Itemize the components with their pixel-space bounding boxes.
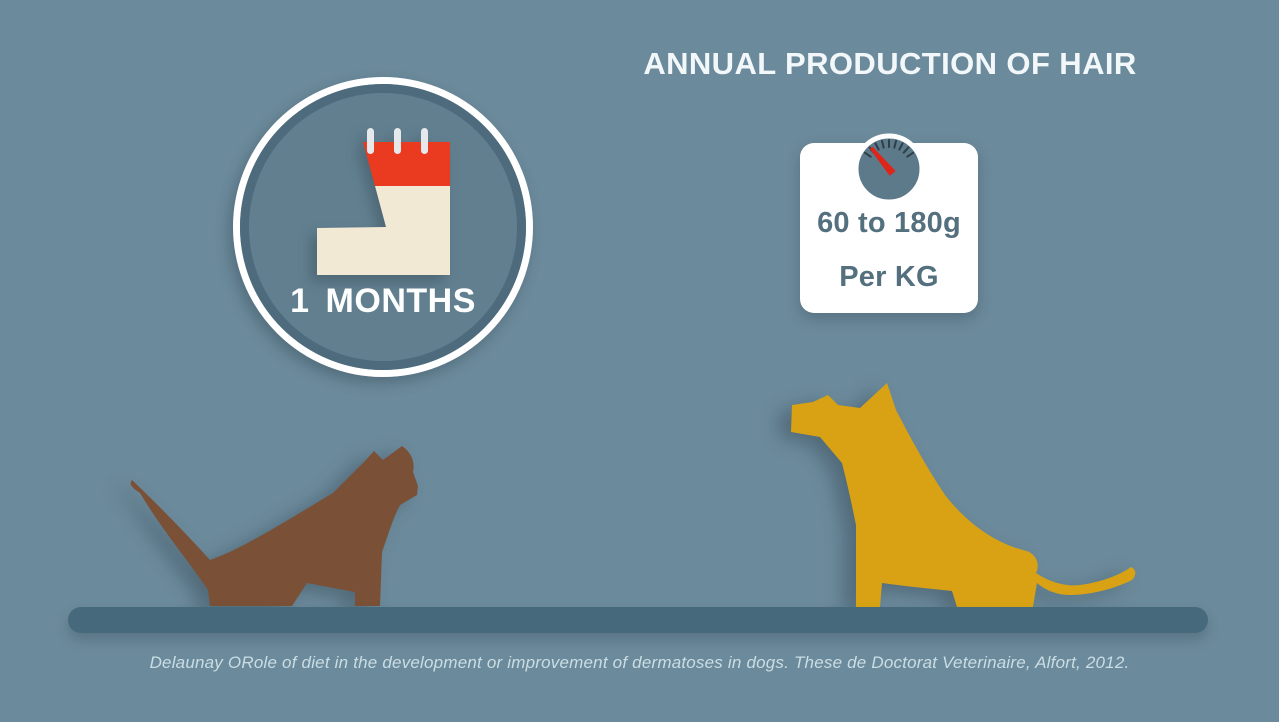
month-number: 1 — [290, 282, 310, 320]
month-badge: 1 MONTHS — [233, 77, 533, 377]
weight-unit: Per KG — [839, 261, 939, 293]
badge-disc — [249, 93, 517, 361]
weight-card: 60 to 180g Per KG — [800, 133, 978, 313]
page-title: ANNUAL PRODUCTION OF HAIR — [643, 46, 1137, 81]
citation-text: Delaunay ORole of diet in the developmen… — [149, 653, 1130, 672]
scale-gauge-icon — [853, 133, 925, 205]
cat-silhouette — [130, 446, 418, 606]
month-label: MONTHS — [325, 282, 476, 320]
calendar-icon — [317, 128, 450, 275]
weight-amount: 60 to 180g — [817, 207, 961, 239]
ground-bar — [68, 607, 1208, 633]
badge-outer-ring — [233, 77, 533, 377]
badge-caption: 1 MONTHS — [233, 282, 533, 321]
dog-silhouette — [791, 383, 1136, 607]
